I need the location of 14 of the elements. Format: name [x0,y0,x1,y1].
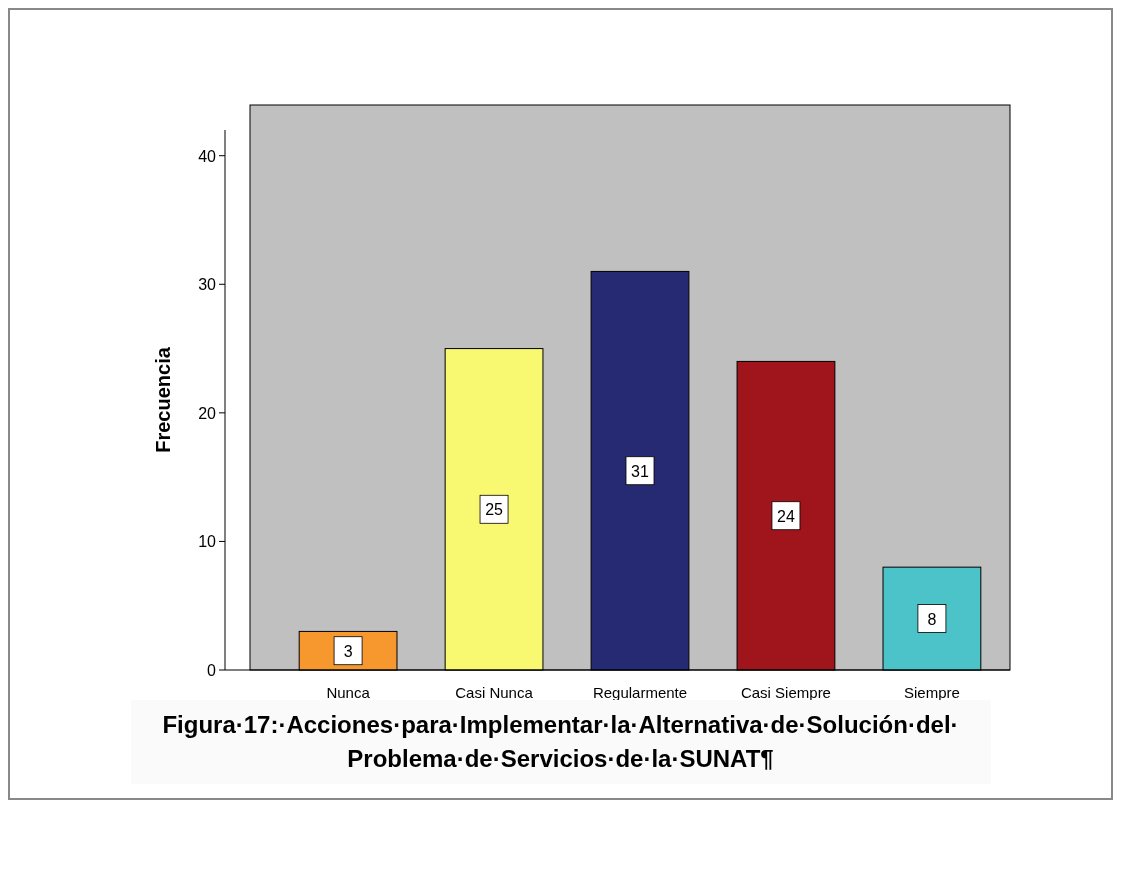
y-tick-label: 30 [198,276,217,294]
y-axis-title: Frecuencia [152,346,174,453]
chart-title: Figura·17:·Acciones·para·Implementar·la·Alternativa·de·Solución·del·Problema·de·Servicios·de·la·SUNAT¶ [162,711,959,772]
y-tick-label: 20 [198,404,217,422]
y-tick-label: 40 [198,147,217,165]
data-label: 25 [485,501,504,519]
y-tick-label: 0 [207,662,217,679]
data-label: 24 [777,507,795,525]
x-tick-label: Nunca [326,684,371,701]
data-label: 8 [927,610,937,628]
y-tick-label: 10 [198,533,217,551]
data-label: 3 [343,642,353,660]
data-label: 31 [631,462,649,480]
x-tick-label: Casi Nunca [455,684,534,701]
